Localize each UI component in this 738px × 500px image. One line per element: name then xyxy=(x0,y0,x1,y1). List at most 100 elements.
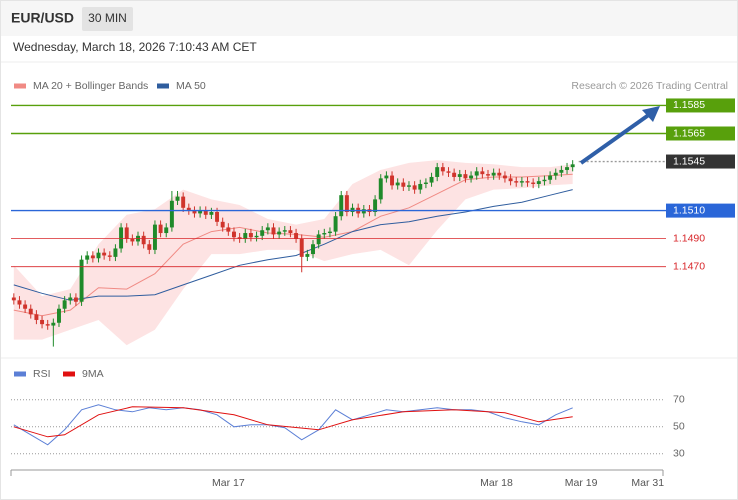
candle-body xyxy=(361,209,366,214)
candle-body xyxy=(90,255,95,259)
candle-body xyxy=(147,244,152,250)
candle-body xyxy=(299,238,304,257)
candle-body xyxy=(226,227,231,232)
candle-body xyxy=(181,196,186,208)
y-tick-label: 50 xyxy=(673,421,685,433)
legend-label: RSI xyxy=(33,368,51,380)
candle-body xyxy=(11,297,16,301)
level-label: 1.1510 xyxy=(673,204,705,216)
candle-body xyxy=(406,185,411,187)
rsi-line xyxy=(13,404,573,446)
candle-body xyxy=(192,210,197,214)
candle-body xyxy=(237,237,242,239)
candle-body xyxy=(164,227,169,234)
candle-body xyxy=(203,210,208,215)
forecast-arrow xyxy=(579,106,660,165)
candle-body xyxy=(17,300,22,305)
candle-body xyxy=(102,252,107,256)
legend-swatch xyxy=(63,371,75,377)
candle-body xyxy=(542,179,547,182)
candle-body xyxy=(548,175,553,180)
candle-body xyxy=(446,171,451,173)
symbol: EUR/USD xyxy=(11,10,74,26)
candle-body xyxy=(378,178,383,200)
candle-body xyxy=(390,175,395,186)
bollinger-band xyxy=(13,160,573,346)
candle-body xyxy=(305,254,310,257)
candle-body xyxy=(565,167,570,170)
candle-body xyxy=(169,200,174,228)
candle-body xyxy=(124,227,129,239)
candle-body xyxy=(350,207,355,213)
candle-body xyxy=(384,175,389,179)
level-label: 1.1565 xyxy=(673,127,705,139)
legend-label: 9MA xyxy=(82,368,104,380)
level-label: 1.1585 xyxy=(673,99,705,111)
candle-body xyxy=(418,183,423,190)
candle-body xyxy=(502,175,507,179)
x-tick-label: Mar 19 xyxy=(565,477,598,489)
candle-body xyxy=(62,300,67,309)
candle-body xyxy=(440,167,445,172)
candle-body xyxy=(463,174,468,179)
level-label: 1.1470 xyxy=(673,260,705,272)
candle-body xyxy=(452,172,457,177)
credit: Research © 2026 Trading Central xyxy=(571,80,728,92)
legend-label: MA 20 + Bollinger Bands xyxy=(33,80,148,92)
candle-body xyxy=(68,297,73,301)
candle-body xyxy=(248,233,253,238)
candle-body xyxy=(519,181,524,183)
candle-body xyxy=(474,171,479,176)
candle-body xyxy=(175,196,180,201)
candle-body xyxy=(220,221,225,228)
candle-body xyxy=(322,233,327,235)
candle-body xyxy=(469,175,474,179)
candle-body xyxy=(373,199,378,213)
level-box xyxy=(666,154,735,169)
candle-body xyxy=(288,230,293,234)
candle-body xyxy=(113,248,118,257)
candle-body xyxy=(525,181,530,183)
level-label: 1.1490 xyxy=(673,232,705,244)
candle-body xyxy=(486,174,490,176)
candle-body xyxy=(327,231,332,234)
rsi-line xyxy=(13,406,573,438)
candle-body xyxy=(152,224,157,250)
candle-body xyxy=(429,176,434,183)
candle-body xyxy=(51,322,56,326)
level-box xyxy=(666,203,735,218)
candle-body xyxy=(265,227,270,231)
candle-body xyxy=(435,167,440,177)
candle-body xyxy=(232,231,236,238)
candle-body xyxy=(395,182,400,186)
candle-body xyxy=(45,324,50,326)
candle-body xyxy=(254,235,259,238)
candle-body xyxy=(57,308,61,323)
candle-body xyxy=(186,207,191,211)
level-box xyxy=(666,126,735,141)
candle-body xyxy=(282,230,287,232)
candle-body xyxy=(339,195,344,217)
timestamp: Wednesday, March 18, 2026 7:10:43 AM CET xyxy=(13,40,257,54)
legend-swatch xyxy=(14,83,26,89)
candle-body xyxy=(96,252,101,259)
candle-body xyxy=(311,244,315,255)
candle-body xyxy=(215,212,220,222)
candle-body xyxy=(491,172,496,176)
candle-body xyxy=(553,172,558,176)
candle-body xyxy=(570,164,575,168)
y-tick-label: 70 xyxy=(673,394,685,406)
x-tick-label: Mar 31 xyxy=(631,477,664,489)
candle-body xyxy=(130,238,135,242)
candle-body xyxy=(559,169,564,173)
candle-body xyxy=(508,178,513,182)
candle-body xyxy=(28,308,33,315)
candle-body xyxy=(333,216,338,232)
candle-body xyxy=(209,212,214,215)
candle-body xyxy=(316,234,321,245)
candle-body xyxy=(412,185,417,190)
candle-body xyxy=(536,181,541,184)
candle-body xyxy=(73,297,78,302)
candle-body xyxy=(198,210,203,214)
